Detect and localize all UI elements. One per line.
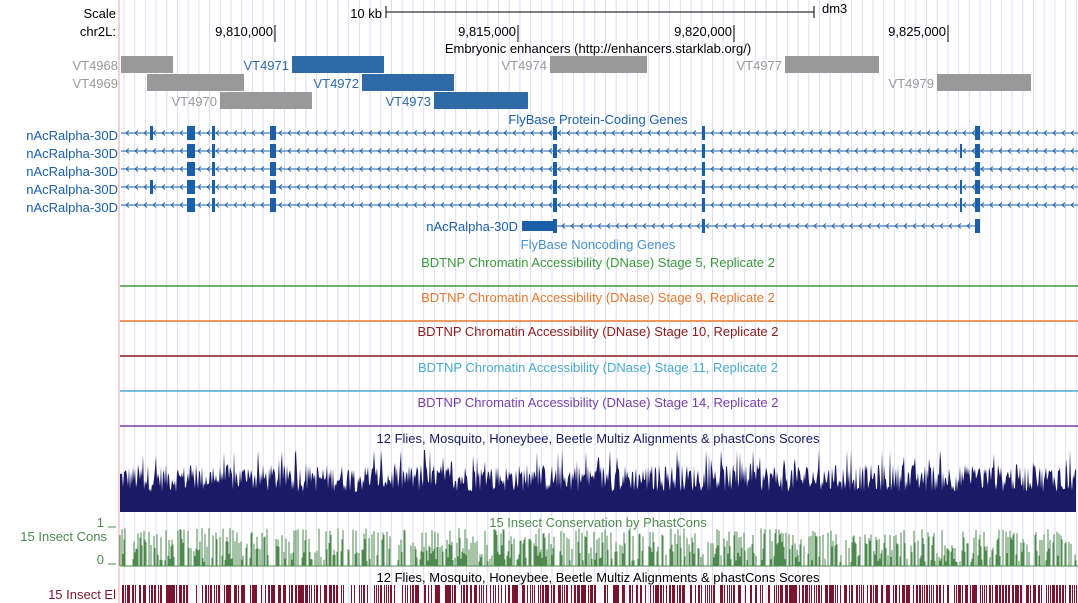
elements-track-title: 12 Flies, Mosquito, Honeybee, Beetle Mul… [377, 570, 820, 585]
transcript-label[interactable]: nAcRalpha-30D [26, 146, 118, 161]
transcript-label[interactable]: nAcRalpha-30D [26, 200, 118, 215]
multiz-signal[interactable] [120, 450, 1076, 512]
enhancer-label: VT4972 [313, 76, 359, 91]
scale-bar-text: 10 kb [350, 6, 382, 21]
noncoding-track-title: FlyBase Noncoding Genes [521, 237, 676, 252]
transcript-label[interactable]: nAcRalpha-30D [26, 128, 118, 143]
enhancer-label: VT4968 [72, 58, 118, 73]
enhancer-feature[interactable] [785, 56, 879, 73]
scale-bar [385, 6, 815, 18]
ruler-position: 9,815,000 [458, 24, 516, 39]
phastcons-left-label: 15 Insect Cons [20, 529, 107, 544]
dnase-tracks[interactable]: BDTNP Chromatin Accessibility (DNase) St… [120, 255, 1078, 427]
dnase-track-title: BDTNP Chromatin Accessibility (DNase) St… [421, 290, 775, 305]
position-ruler: 9,810,000 9,815,000 9,820,000 9,825,000 [215, 24, 949, 42]
gene-track-title: FlyBase Protein-Coding Genes [508, 112, 688, 127]
phastcons-min-label: 0 [97, 552, 104, 567]
enhancer-feature[interactable] [220, 92, 312, 109]
phastcons-track-title: 15 Insect Conservation by PhastCons [489, 515, 707, 530]
short-transcript-label[interactable]: nAcRalpha-30D [426, 219, 518, 234]
chrom-label: chr2L: [80, 24, 116, 39]
enhancer-label: VT4970 [171, 94, 217, 109]
enhancer-label: VT4969 [72, 76, 118, 91]
phastcons-signal[interactable] [119, 528, 1078, 567]
enhancer-feature[interactable] [434, 92, 528, 109]
transcript-label[interactable]: nAcRalpha-30D [26, 182, 118, 197]
assembly-label: dm3 [822, 1, 847, 16]
transcript-label[interactable]: nAcRalpha-30D [26, 164, 118, 179]
dnase-track-title: BDTNP Chromatin Accessibility (DNase) St… [417, 324, 778, 339]
enhancer-feature[interactable] [292, 56, 384, 73]
enhancer-label: VT4974 [501, 58, 547, 73]
scale-label: Scale [83, 6, 116, 21]
enhancer-label: VT4971 [243, 58, 289, 73]
elements-signal[interactable] [122, 585, 1077, 603]
enhancer-feature[interactable] [362, 74, 454, 91]
phastcons-max-label: 1 [97, 515, 104, 530]
enhancer-feature[interactable] [121, 56, 173, 73]
enhancer-label: VT4977 [736, 58, 782, 73]
enhancer-feature[interactable] [147, 74, 244, 91]
multiz-track-title: 12 Flies, Mosquito, Honeybee, Beetle Mul… [377, 431, 820, 446]
dnase-track-title: BDTNP Chromatin Accessibility (DNase) St… [418, 360, 778, 375]
enhancer-track[interactable]: VT4968 VT4969 VT4970 VT4971 VT4972 VT497… [72, 56, 1031, 109]
ruler-position: 9,825,000 [888, 24, 946, 39]
enhancer-track-title: Embryonic enhancers (http://enhancers.st… [445, 41, 751, 56]
enhancer-feature[interactable] [550, 56, 647, 73]
enhancer-label: VT4979 [888, 76, 934, 91]
gene-track[interactable] [121, 126, 1078, 233]
enhancer-feature[interactable] [937, 74, 1031, 91]
ruler-position: 9,810,000 [215, 24, 273, 39]
dnase-track-title: BDTNP Chromatin Accessibility (DNase) St… [421, 255, 775, 270]
ruler-position: 9,820,000 [674, 24, 732, 39]
enhancer-label: VT4973 [385, 94, 431, 109]
dnase-track-title: BDTNP Chromatin Accessibility (DNase) St… [417, 395, 778, 410]
elements-left-label: 15 Insect El [48, 587, 116, 602]
